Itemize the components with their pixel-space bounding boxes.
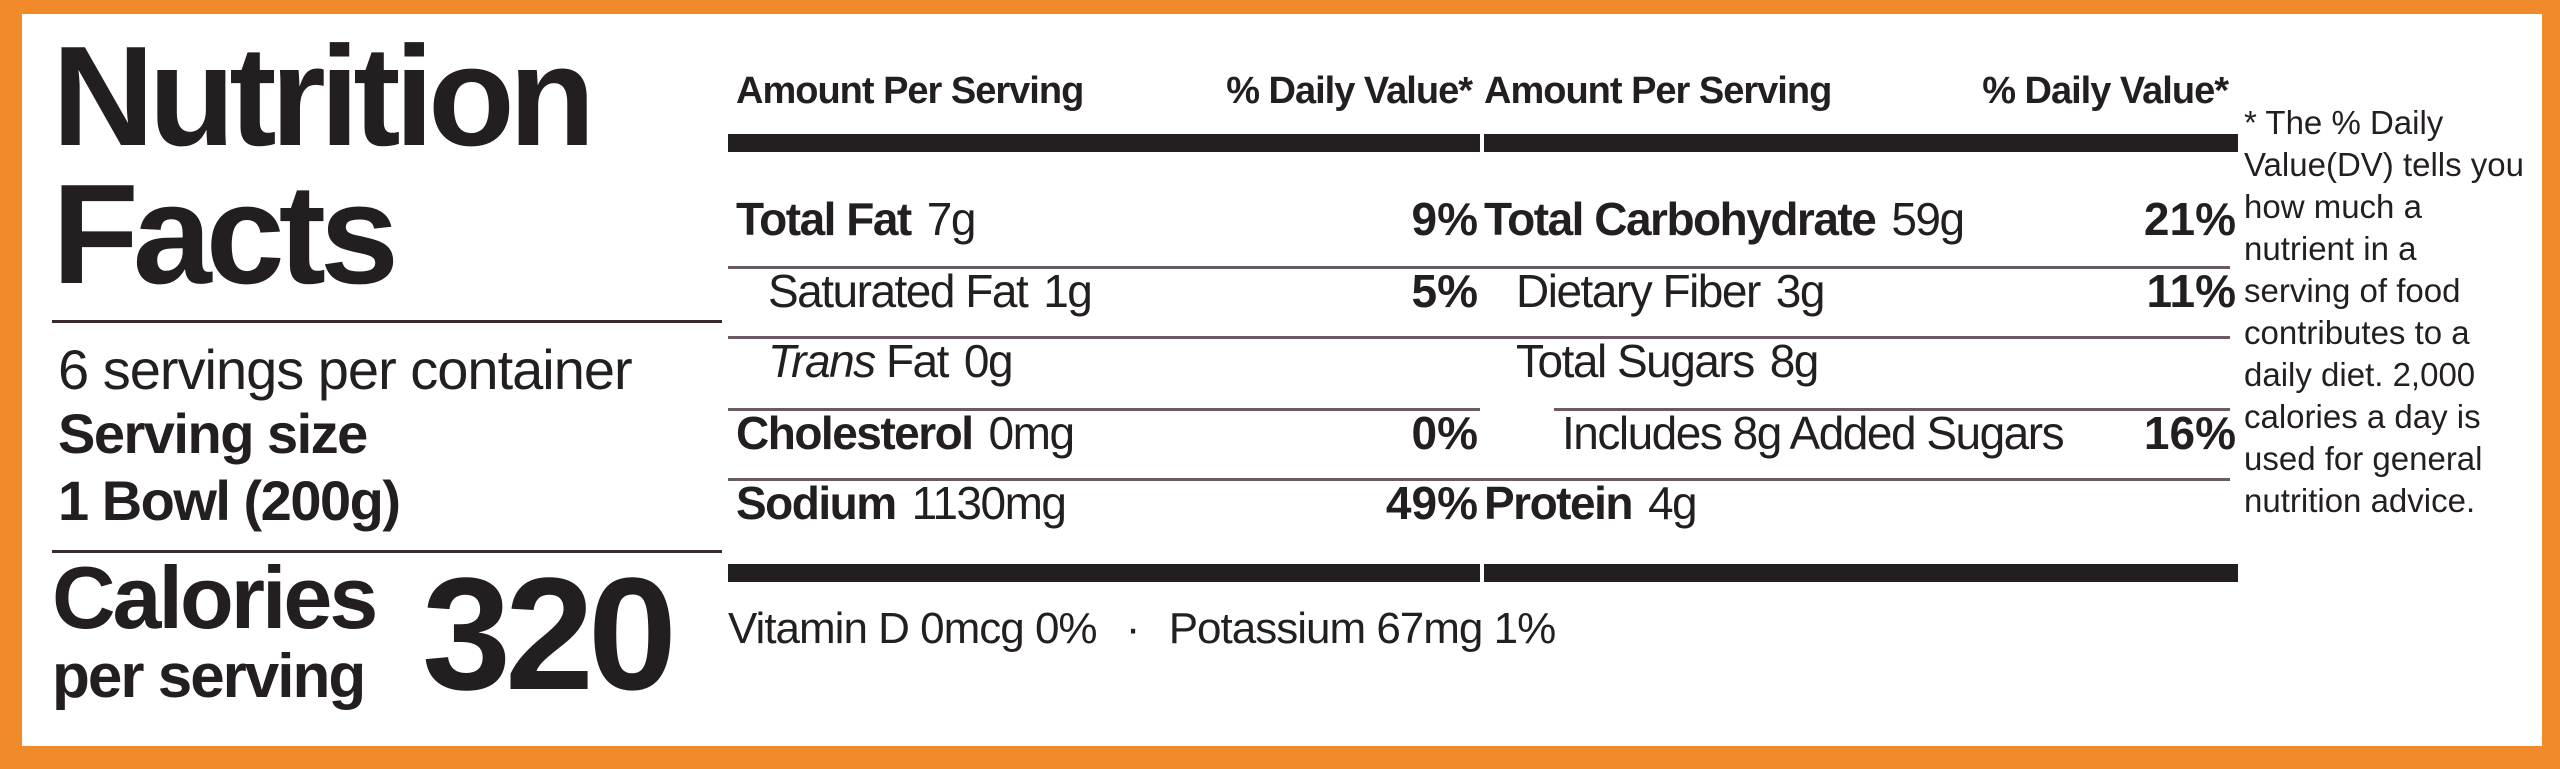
vitamins-line: Vitamin D 0mcg 0% · Potassium 67mg 1% <box>728 604 1557 654</box>
nutrient-row: Dietary Fiber 3g <box>1516 264 1826 318</box>
nutrient-name: Total Carbohydrate <box>1484 193 1877 245</box>
daily-value-percent: 49% <box>1385 477 1478 529</box>
daily-value-header: % Daily Value* <box>1226 70 1473 112</box>
nutrient-row: Saturated Fat 1g <box>768 264 1093 318</box>
serving-size-label: Serving size <box>58 402 368 465</box>
title-line-1: Nutrition <box>52 17 596 176</box>
nutrient-name: Cholesterol <box>736 407 974 459</box>
row-divider <box>728 478 1480 481</box>
nutrient-row: Total Fat 7g <box>736 192 977 246</box>
amount-per-serving-header: Amount Per Serving <box>736 70 1084 112</box>
nutrient-row: Total Carbohydrate 59g <box>1484 192 1965 246</box>
serving-size-value: 1 Bowl (200g) <box>58 469 401 532</box>
nutrient-amount: 8g <box>1769 335 1820 387</box>
nutrient-name: Dietary Fiber <box>1516 265 1761 317</box>
thick-bar <box>728 134 1480 152</box>
nutrient-name: Includes 8g Added Sugars <box>1562 407 2065 459</box>
nutrient-name: Total Fat <box>736 193 912 245</box>
nutrient-amount: 4g <box>1647 477 1698 529</box>
vitamin-d: Vitamin D 0mcg 0% <box>728 604 1098 653</box>
divider <box>52 550 722 553</box>
calories-sublabel: per serving <box>52 642 366 711</box>
separator: · <box>1125 604 1141 653</box>
nutrient-row: Total Sugars 8g <box>1516 334 1820 388</box>
nutrient-amount: 1130mg <box>911 477 1067 529</box>
row-divider <box>1476 336 2230 339</box>
nutrient-row: Trans Fat 0g <box>768 334 1014 388</box>
potassium: Potassium 67mg 1% <box>1168 604 1557 653</box>
daily-value-percent: 21% <box>2143 193 2236 245</box>
daily-value-percent: 11% <box>2146 265 2236 317</box>
nutrient-row: Sodium 1130mg <box>736 476 1067 530</box>
daily-value-percent: 5% <box>1411 265 1478 317</box>
row-divider <box>728 266 1480 269</box>
nutrient-amount: 59g <box>1891 193 1965 245</box>
title-line-2: Facts <box>52 155 399 314</box>
daily-value-header-2: % Daily Value* <box>1982 70 2229 112</box>
nutrient-row: Cholesterol 0mg <box>736 406 1075 460</box>
divider <box>52 320 722 323</box>
servings-per-container: 6 servings per container <box>58 338 633 401</box>
row-divider <box>1476 478 2230 481</box>
nutrient-name: Protein <box>1484 477 1633 529</box>
calories-label: Calories <box>52 548 378 647</box>
thick-bar <box>1484 564 2238 582</box>
thick-bar <box>1484 134 2238 152</box>
nutrient-amount: 7g <box>926 193 977 245</box>
daily-value-footnote: * The % Daily Value(DV) tells you how mu… <box>2244 104 2525 519</box>
nutrient-name-italic: Trans <box>768 335 876 387</box>
page-title: Nutrition Facts <box>52 17 596 314</box>
row-divider <box>728 408 1480 411</box>
daily-value-percent: 0% <box>1411 407 1478 459</box>
nutrient-name: Fat <box>885 335 949 387</box>
nutrient-row: Includes 8g Added Sugars <box>1562 406 2065 460</box>
calories-value: 320 <box>422 544 677 723</box>
row-divider <box>1476 266 2230 269</box>
nutrient-name: Sodium <box>736 477 897 529</box>
daily-value-percent: 9% <box>1411 193 1478 245</box>
thick-bar <box>728 564 1480 582</box>
nutrient-name: Saturated Fat <box>768 265 1029 317</box>
nutrition-label: Nutrition Facts 6 servings per container… <box>22 14 2542 746</box>
nutrient-amount: 1g <box>1043 265 1093 317</box>
row-divider <box>1554 408 2230 411</box>
nutrient-amount: 3g <box>1775 265 1826 317</box>
amount-per-serving-header-2: Amount Per Serving <box>1484 70 1832 112</box>
row-divider <box>728 336 1480 339</box>
nutrient-amount: 0mg <box>988 407 1075 459</box>
nutrient-name: Total Sugars <box>1516 335 1755 387</box>
nutrient-row: Protein 4g <box>1484 476 1698 530</box>
nutrient-amount: 0g <box>963 335 1014 387</box>
daily-value-percent: 16% <box>2143 407 2236 459</box>
